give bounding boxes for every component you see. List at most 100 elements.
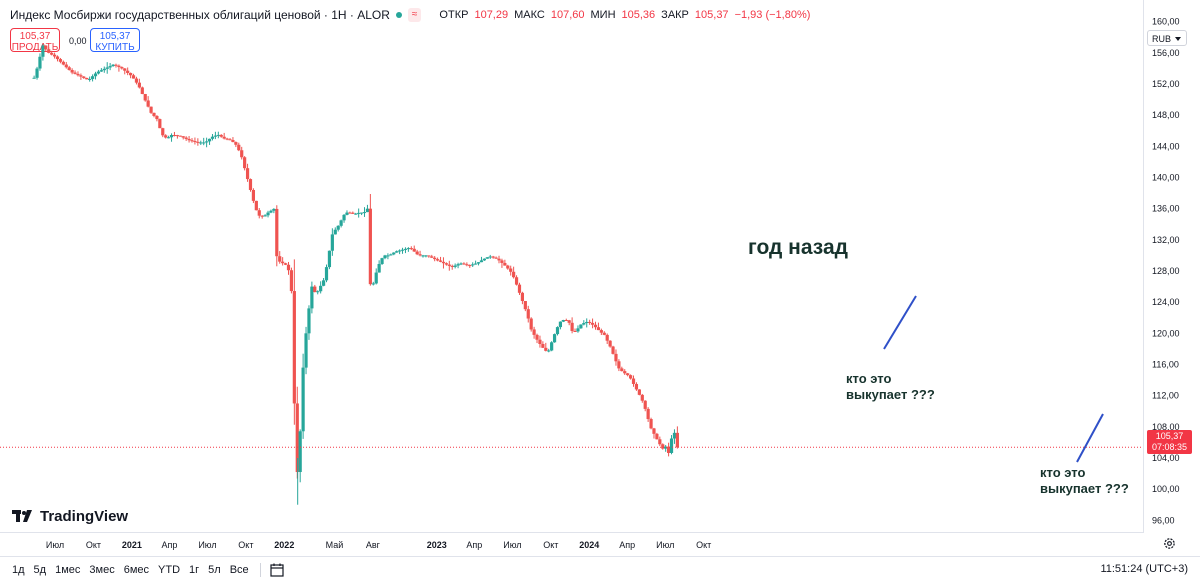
price-chart[interactable]: год назад кто это выкупает ??? кто это в… bbox=[0, 0, 1144, 532]
calendar-range-icon[interactable] bbox=[269, 562, 285, 578]
price-tick: 148,00 bbox=[1152, 110, 1180, 120]
bar-countdown: 07:08:35 bbox=[1151, 442, 1188, 452]
candle-body bbox=[131, 75, 136, 79]
time-tick: Окт bbox=[543, 540, 558, 550]
candle-body bbox=[541, 344, 545, 348]
currency-select[interactable]: RUB bbox=[1147, 30, 1187, 46]
candle-body bbox=[558, 321, 563, 328]
buy-button[interactable]: 105,37 КУПИТЬ bbox=[90, 28, 140, 53]
price-axis[interactable]: 160,00 156,00 152,00 148,00 144,00 140,00 136,… bbox=[1143, 0, 1200, 532]
candle-body bbox=[359, 212, 364, 214]
candle-body bbox=[403, 248, 408, 250]
candle-body bbox=[228, 139, 232, 141]
candle-body bbox=[298, 431, 302, 473]
timeframe-6m[interactable]: 6мес bbox=[123, 563, 150, 576]
candle-body bbox=[263, 215, 267, 217]
candle-body bbox=[514, 277, 519, 285]
timeframe-5y[interactable]: 5л bbox=[208, 563, 221, 576]
candle-body bbox=[202, 142, 206, 144]
time-tick: Окт bbox=[238, 540, 253, 550]
candle-body bbox=[602, 332, 606, 335]
data-delay-badge[interactable]: ≈ bbox=[407, 8, 422, 22]
high-value: 107,60 bbox=[550, 9, 585, 21]
timeframe-1d[interactable]: 1д bbox=[12, 563, 25, 576]
candle-body bbox=[41, 45, 45, 57]
candle-body bbox=[552, 334, 557, 343]
candle-body bbox=[345, 212, 349, 215]
candle-body bbox=[550, 342, 554, 351]
candle-body bbox=[667, 446, 671, 453]
candle-body bbox=[398, 250, 402, 252]
price-tick: 100,00 bbox=[1152, 484, 1180, 494]
timeframe-all[interactable]: Все bbox=[229, 563, 249, 576]
candle-body bbox=[465, 264, 469, 266]
candle-body bbox=[585, 321, 589, 324]
timeframe-5d[interactable]: 5д bbox=[33, 563, 47, 576]
candle-body bbox=[497, 258, 501, 261]
candle-body bbox=[313, 286, 317, 293]
candle-body bbox=[427, 255, 431, 257]
candle-body bbox=[213, 135, 217, 137]
open-label: ОТКР bbox=[439, 9, 469, 21]
candle-body bbox=[275, 208, 279, 257]
candle-body bbox=[243, 157, 247, 169]
candle-body bbox=[643, 400, 647, 409]
ohlc-values: ОТКР 107,29 МАКС 107,60 МИН 105,36 ЗАКР 105,… bbox=[439, 9, 810, 21]
candle-body bbox=[479, 260, 484, 263]
candle-body bbox=[254, 200, 258, 211]
timeframe-ytd[interactable]: YTD bbox=[158, 563, 181, 576]
candle-body bbox=[196, 141, 200, 143]
time-axis[interactable]: Июл Окт 2021 Апр Июл Окт 2022 Май Авг 2023 Апр Июл О… bbox=[0, 532, 1144, 555]
market-status-dot[interactable] bbox=[395, 12, 402, 18]
candle-body bbox=[354, 213, 358, 215]
candle-body bbox=[590, 322, 595, 325]
candle-body bbox=[216, 134, 220, 136]
candle-body bbox=[649, 419, 653, 429]
candle-body bbox=[105, 67, 109, 69]
candle-body bbox=[149, 106, 153, 113]
candle-body bbox=[415, 251, 419, 255]
symbol-title[interactable]: Индекс Мосбиржи государственных облигаци… bbox=[10, 8, 390, 22]
tradingview-logo[interactable]: TradingView bbox=[12, 508, 128, 525]
candle-body bbox=[357, 212, 361, 214]
candle-body bbox=[111, 64, 115, 67]
candle-body bbox=[485, 257, 489, 259]
candle-body bbox=[637, 389, 641, 395]
annotation-line-2 bbox=[1076, 413, 1104, 463]
candle-body bbox=[669, 438, 674, 453]
price-tick: 156,00 bbox=[1152, 48, 1180, 58]
low-label: МИН bbox=[590, 9, 616, 21]
candle-body bbox=[576, 328, 580, 332]
candle-body bbox=[304, 333, 308, 368]
time-tick: Июл bbox=[656, 540, 674, 550]
price-tick: 132,00 bbox=[1152, 235, 1180, 245]
candle-body bbox=[47, 49, 51, 53]
candle-body bbox=[307, 308, 311, 334]
timeframe-1y[interactable]: 1г bbox=[189, 563, 200, 576]
candle-body bbox=[210, 136, 215, 139]
candle-body bbox=[61, 61, 65, 65]
timeframe-1m[interactable]: 1мес bbox=[55, 563, 81, 576]
price-tick: 140,00 bbox=[1152, 173, 1180, 183]
candle-body bbox=[623, 371, 627, 374]
clock-timezone[interactable]: 11:51:24 (UTC+3) bbox=[1100, 563, 1188, 575]
candle-body bbox=[330, 234, 334, 251]
candle-body bbox=[44, 45, 48, 50]
candle-body bbox=[672, 432, 677, 439]
candle-body bbox=[509, 268, 513, 272]
candle-body bbox=[79, 75, 83, 77]
candle-body bbox=[441, 261, 446, 264]
timeframe-3m[interactable]: 3мес bbox=[89, 563, 115, 576]
candle-body bbox=[333, 229, 337, 235]
candle-body bbox=[187, 138, 191, 141]
gear-icon[interactable] bbox=[1163, 537, 1176, 550]
candle-body bbox=[58, 59, 63, 62]
close-value: 105,37 bbox=[694, 9, 729, 21]
candle-body bbox=[406, 248, 410, 250]
sell-button[interactable]: 105,37 ПРОДАТЬ bbox=[10, 28, 60, 53]
candle-body bbox=[207, 138, 212, 142]
price-tick: 116,00 bbox=[1152, 359, 1179, 369]
annotation-who-2-line2: выкупает ??? bbox=[1040, 481, 1129, 496]
candle-body bbox=[634, 383, 639, 390]
candle-body bbox=[579, 324, 583, 329]
